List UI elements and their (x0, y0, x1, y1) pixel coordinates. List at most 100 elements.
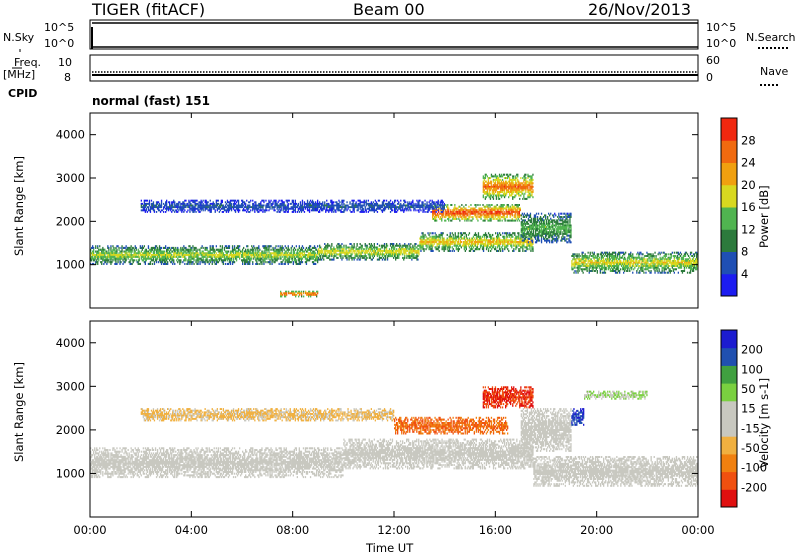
heatmap-cell (467, 214, 468, 216)
heatmap-cell (300, 251, 301, 253)
heatmap-cell (453, 236, 454, 238)
heatmap-cell (209, 263, 210, 265)
heatmap-cell (423, 248, 424, 250)
heatmap-cell (502, 250, 503, 252)
heatmap-cell (108, 249, 109, 251)
heatmap-cell (98, 259, 99, 261)
heatmap-cell (145, 261, 146, 263)
heatmap-cell (510, 174, 511, 176)
heatmap-cell (242, 251, 243, 253)
heatmap-cell (108, 247, 109, 249)
heatmap-cell (461, 236, 462, 238)
heatmap-cell (620, 268, 621, 270)
heatmap-cell (450, 250, 451, 252)
heatmap-cell (239, 249, 240, 251)
heatmap-cell (451, 220, 452, 222)
heatmap-cell (490, 193, 491, 195)
heatmap-cell (455, 243, 456, 245)
heatmap-cell (269, 263, 270, 265)
heatmap-cell (175, 251, 176, 253)
heatmap-cell (468, 220, 469, 222)
heatmap-cell (313, 261, 314, 263)
heatmap-cell (372, 255, 373, 257)
heatmap-cell (518, 218, 519, 220)
heatmap-cell (522, 233, 523, 235)
heatmap-cell (432, 250, 433, 252)
heatmap-cell (355, 257, 356, 259)
heatmap-cell (404, 257, 405, 259)
heatmap-cell (215, 251, 216, 253)
heatmap-cell (177, 261, 178, 263)
heatmap-cell (112, 251, 113, 253)
heatmap-cell (393, 257, 394, 259)
heatmap-cell (423, 250, 424, 252)
heatmap-cell (265, 261, 266, 263)
heatmap-cell (502, 179, 503, 181)
heatmap-cell (170, 249, 171, 251)
heatmap-cell (242, 263, 243, 265)
heatmap-cell (528, 241, 529, 243)
heatmap-cell (538, 213, 539, 215)
heatmap-cell (472, 248, 473, 250)
heatmap-cell (515, 248, 516, 250)
heatmap-cell (306, 261, 307, 263)
heatmap-cell (423, 238, 424, 240)
heatmap-cell (483, 196, 484, 198)
heatmap-cell (425, 236, 426, 238)
heatmap-cell (197, 256, 198, 258)
heatmap-cell (243, 256, 244, 258)
heatmap-cell (141, 251, 142, 253)
heatmap-cell (257, 249, 258, 251)
heatmap-cell (121, 251, 122, 253)
heatmap-cell (453, 216, 454, 218)
heatmap-cell (103, 251, 104, 253)
heatmap-cell (500, 220, 501, 222)
heatmap-cell (458, 250, 459, 252)
heatmap-cell (464, 236, 465, 238)
heatmap-cell (230, 263, 231, 265)
heatmap-cell (133, 247, 134, 249)
heatmap-cell (438, 238, 439, 240)
heatmap-cell (136, 249, 137, 251)
heatmap-cell (195, 261, 196, 263)
heatmap-cell (196, 251, 197, 253)
heatmap-cell (146, 249, 147, 251)
heatmap-cell (263, 263, 264, 265)
heatmap-cell (101, 263, 102, 265)
heatmap-cell (239, 256, 240, 258)
heatmap-cell (462, 218, 463, 220)
heatmap-cell (370, 255, 371, 257)
heatmap-cell (233, 251, 234, 253)
heatmap-cell (210, 247, 211, 249)
heatmap-cell (436, 234, 437, 236)
heatmap-cell (425, 243, 426, 245)
heatmap-cell (382, 255, 383, 257)
heatmap-cell (157, 247, 158, 249)
heatmap-cell (483, 175, 484, 177)
heatmap-cell (350, 255, 351, 257)
heatmap-cell (530, 250, 531, 252)
heatmap-cell (472, 238, 473, 240)
heatmap-cell (286, 251, 287, 253)
heatmap-cell (242, 249, 243, 251)
heatmap-cell (525, 250, 526, 252)
heatmap-cell (227, 254, 228, 256)
heatmap-cell (484, 218, 485, 220)
heatmap-cell (469, 238, 470, 240)
heatmap-cell (632, 272, 633, 274)
heatmap-cell (491, 204, 492, 206)
heatmap-cell (450, 216, 451, 218)
heatmap-cell (561, 240, 562, 242)
heatmap-cell (268, 249, 269, 251)
heatmap-cell (449, 248, 450, 250)
heatmap-cell (135, 251, 136, 253)
heatmap-cell (445, 216, 446, 218)
heatmap-cell (392, 255, 393, 257)
heatmap-cell (333, 259, 334, 261)
heatmap-cell (502, 248, 503, 250)
heatmap-cell (458, 216, 459, 218)
heatmap-cell (506, 238, 507, 240)
heatmap-cell (362, 245, 363, 247)
heatmap-cell (504, 204, 505, 206)
heatmap-cell (258, 247, 259, 249)
